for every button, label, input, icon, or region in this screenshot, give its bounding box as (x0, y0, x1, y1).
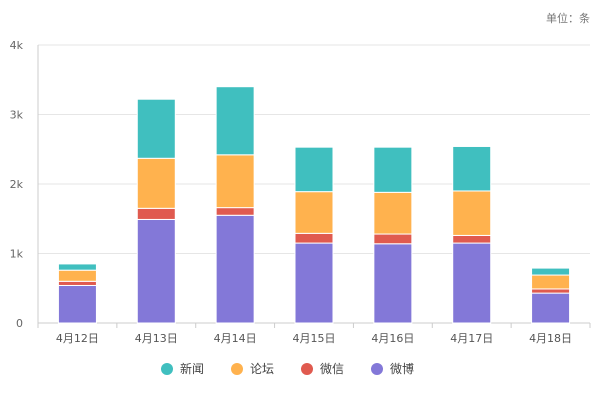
bar-segment (373, 233, 413, 245)
x-tick-label: 4月13日 (135, 332, 178, 345)
bar-segment (215, 86, 255, 156)
bar-segment (136, 98, 176, 159)
y-tick-label: 1k (10, 248, 24, 261)
bar-segment (452, 242, 492, 324)
x-tick-label: 4月15日 (293, 332, 336, 345)
bar-segment (136, 218, 176, 324)
bar-segment (294, 232, 334, 244)
bar-segment (215, 207, 255, 216)
legend-marker (301, 363, 313, 375)
x-tick-label: 4月12日 (56, 332, 99, 345)
bar-segment (531, 292, 571, 324)
bar-segment (373, 146, 413, 193)
bar-segment (57, 284, 97, 324)
bar-segment (452, 190, 492, 236)
bar-segment (294, 146, 334, 193)
legend-marker (371, 363, 383, 375)
bar-segment (294, 242, 334, 324)
bar-segment (215, 154, 255, 209)
y-tick-label: 0 (16, 317, 23, 330)
bar-segment (531, 274, 571, 290)
bar-segment (452, 234, 492, 244)
legend-label: 论坛 (250, 362, 274, 376)
x-tick-label: 4月14日 (214, 332, 257, 345)
legend-marker (161, 363, 173, 375)
legend-label: 新闻 (180, 361, 204, 376)
bar-segment (215, 214, 255, 324)
x-tick-label: 4月18日 (529, 332, 572, 345)
legend-marker (231, 363, 243, 375)
y-tick-label: 4k (10, 39, 24, 52)
legend-label: 微博 (390, 361, 414, 376)
x-tick-label: 4月16日 (371, 332, 414, 345)
bar-segment (57, 269, 97, 282)
y-tick-label: 3k (10, 109, 24, 122)
y-tick-label: 2k (10, 178, 24, 191)
x-tick-label: 4月17日 (450, 332, 493, 345)
bar-segment (373, 243, 413, 324)
bar-segment (57, 280, 97, 286)
bar-segment (294, 191, 334, 234)
bar-segment (531, 288, 571, 294)
legend-label: 微信 (320, 362, 344, 376)
unit-label: 单位：条 (546, 12, 590, 25)
bar-segment (136, 157, 176, 209)
bar-segment (57, 263, 97, 271)
bar-segment (531, 267, 571, 276)
bar-segment (373, 191, 413, 235)
bar-segment (136, 207, 176, 220)
bar-segment (452, 145, 492, 192)
